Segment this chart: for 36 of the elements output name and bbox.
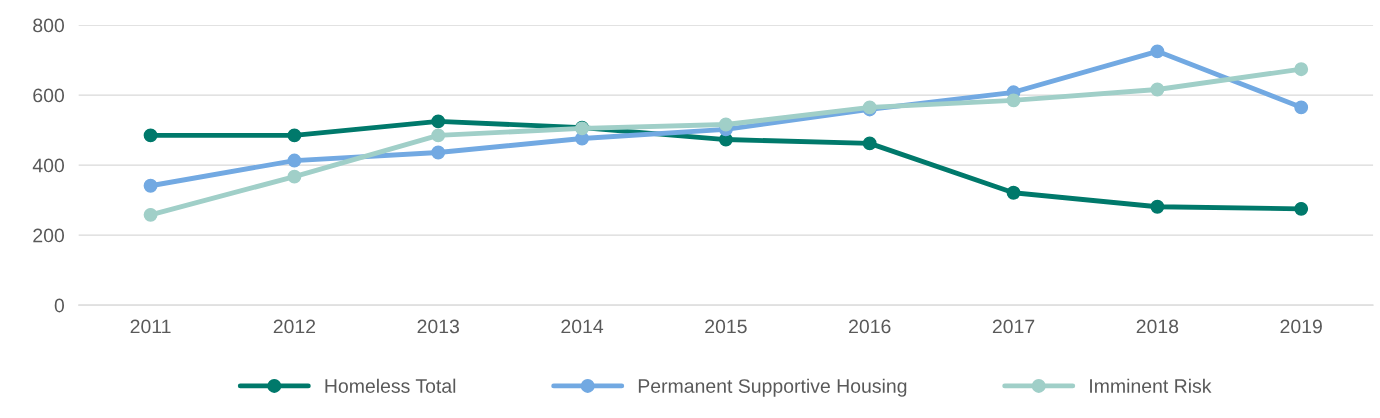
point <box>431 114 446 129</box>
x-tick-label: 2014 <box>561 319 604 334</box>
legend-label: Homeless Total <box>325 378 456 393</box>
x-tick-label: 2011 <box>130 319 171 334</box>
point <box>1294 201 1309 216</box>
x-tick-label: 2017 <box>992 319 1035 334</box>
legend-label: Permanent Supportive Housing <box>638 378 907 397</box>
y-tick-label: 400 <box>32 158 65 173</box>
point <box>1150 199 1165 214</box>
x-tick-label: 2015 <box>705 319 747 334</box>
point <box>1150 44 1165 59</box>
x-tick-label: 2019 <box>1280 319 1322 334</box>
point <box>862 136 877 151</box>
point <box>143 207 158 222</box>
point <box>1294 100 1309 115</box>
x-tick-label: 2012 <box>273 319 316 334</box>
point <box>143 178 158 193</box>
y-tick-label: 200 <box>33 228 65 243</box>
point <box>287 153 302 168</box>
y-tick-label: 800 <box>33 18 65 33</box>
point <box>1150 82 1165 97</box>
x-tick-label: 2018 <box>1136 319 1179 334</box>
point <box>287 169 302 184</box>
point <box>287 128 302 143</box>
x-tick-label: 2016 <box>849 319 891 334</box>
y-tick-label: 600 <box>33 88 65 103</box>
point <box>431 128 446 143</box>
point <box>431 145 446 160</box>
point <box>143 128 158 143</box>
point <box>1006 185 1021 200</box>
point <box>1294 62 1309 77</box>
point <box>718 117 733 132</box>
point <box>1006 93 1021 108</box>
y-tick-label: 0 <box>54 298 65 313</box>
legend-label: Imminent Risk <box>1090 378 1212 393</box>
x-tick-label: 2013 <box>417 319 459 334</box>
